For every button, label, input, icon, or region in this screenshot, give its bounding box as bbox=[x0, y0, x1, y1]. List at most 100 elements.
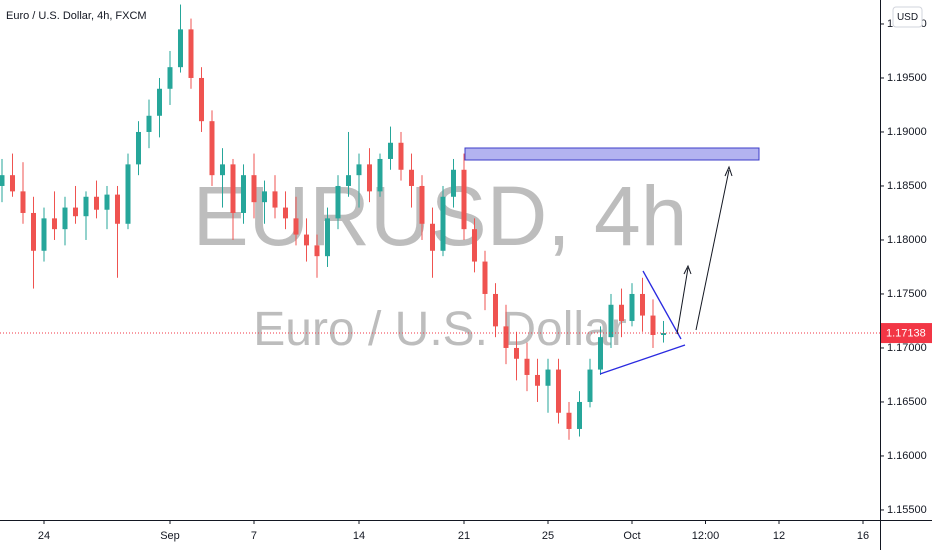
currency-button[interactable] bbox=[892, 6, 923, 28]
candle-body bbox=[51, 218, 57, 230]
candle-body bbox=[345, 175, 351, 186]
x-tick-label: 25 bbox=[542, 530, 554, 542]
x-tick-label: Sep bbox=[160, 530, 180, 542]
candle-body bbox=[471, 229, 477, 262]
candle-body bbox=[0, 175, 5, 186]
candle-body bbox=[282, 207, 288, 219]
candle-body bbox=[597, 337, 603, 370]
candle-body bbox=[209, 121, 215, 176]
y-tick-label: 1.18000 bbox=[887, 234, 927, 246]
candle-body bbox=[387, 142, 393, 159]
y-tick-label: 1.16000 bbox=[887, 450, 927, 462]
time-axis-bg bbox=[0, 520, 932, 550]
candle-body bbox=[356, 164, 362, 176]
candle-body bbox=[104, 194, 110, 210]
x-tick-label: 14 bbox=[353, 530, 365, 542]
candle-body bbox=[429, 223, 435, 251]
candle-body bbox=[408, 169, 414, 186]
candle-body bbox=[72, 207, 78, 217]
candle-body bbox=[240, 175, 246, 213]
candle-body bbox=[261, 191, 267, 203]
candle-body bbox=[114, 194, 120, 224]
candle-body bbox=[198, 77, 204, 122]
candle-body bbox=[293, 218, 299, 235]
candle-body bbox=[377, 158, 383, 192]
candle-body bbox=[618, 304, 624, 321]
candle-body bbox=[366, 164, 372, 192]
resistance-zone bbox=[464, 147, 760, 161]
candle-body bbox=[314, 245, 320, 257]
candle-body bbox=[398, 142, 404, 170]
candles bbox=[0, 4, 880, 440]
candle-body bbox=[230, 164, 236, 213]
candle-body bbox=[125, 164, 131, 224]
candle-body bbox=[83, 196, 89, 217]
candle-body bbox=[177, 29, 183, 68]
candle-body bbox=[492, 293, 498, 327]
candle-body bbox=[41, 218, 47, 251]
candle-body bbox=[9, 175, 15, 192]
candle-body bbox=[503, 326, 509, 348]
candle-body bbox=[545, 369, 551, 386]
x-tick-label: Oct bbox=[623, 530, 640, 542]
x-tick-label: 7 bbox=[251, 530, 257, 542]
candle-body bbox=[629, 293, 635, 321]
y-tick-label: 1.19500 bbox=[887, 72, 927, 84]
x-tick-label: 24 bbox=[38, 530, 50, 542]
watermark-subtitle: Euro / U.S. Dollar bbox=[253, 303, 626, 356]
y-tick-label: 1.15500 bbox=[887, 504, 927, 516]
candle-body bbox=[219, 164, 225, 176]
candle-body bbox=[146, 115, 152, 132]
arrow-head bbox=[683, 264, 692, 275]
trend-line bbox=[599, 344, 686, 375]
candle-body bbox=[513, 347, 519, 359]
y-tick-label: 1.19000 bbox=[887, 126, 927, 138]
arrow bbox=[695, 169, 730, 331]
candle-body bbox=[135, 131, 141, 165]
candle-body bbox=[566, 412, 572, 429]
candle-body bbox=[62, 207, 68, 230]
candle-body bbox=[303, 234, 309, 246]
price-axis-bg bbox=[880, 0, 932, 550]
x-tick-label: 12 bbox=[773, 530, 785, 542]
chart-title: Euro / U.S. Dollar, 4h, FXCM bbox=[6, 10, 147, 22]
candle-body bbox=[93, 196, 99, 210]
candle-body bbox=[461, 169, 467, 230]
trend-line bbox=[642, 270, 682, 340]
watermark: EURUSD, 4h bbox=[193, 169, 688, 263]
candle-body bbox=[30, 212, 36, 251]
last-price-label: 1.17138 bbox=[886, 327, 926, 339]
arrow-head bbox=[724, 165, 733, 177]
candle-body bbox=[20, 191, 26, 213]
x-tick-label: 21 bbox=[458, 530, 470, 542]
candle-body bbox=[587, 369, 593, 402]
candle-body bbox=[450, 169, 456, 197]
candle-body bbox=[188, 29, 194, 78]
candle-body bbox=[440, 196, 446, 251]
candle-body bbox=[251, 175, 257, 203]
arrow bbox=[676, 267, 689, 335]
candle-body bbox=[660, 333, 666, 336]
candle-body bbox=[524, 358, 530, 375]
candle-body bbox=[324, 218, 330, 257]
candle-body bbox=[167, 67, 173, 89]
y-tick-label: 1.16500 bbox=[887, 396, 927, 408]
candle-body bbox=[482, 261, 488, 294]
candle-body bbox=[156, 88, 162, 116]
candle-body bbox=[534, 374, 540, 386]
candle-body bbox=[576, 401, 582, 429]
candle-body bbox=[639, 293, 645, 316]
candle-body bbox=[608, 304, 614, 338]
candle-body bbox=[419, 185, 425, 224]
y-tick-label: 1.17000 bbox=[887, 342, 927, 354]
y-tick-label: 1.17500 bbox=[887, 288, 927, 300]
candle-body bbox=[335, 185, 341, 219]
candle-body bbox=[272, 191, 278, 208]
currency-label: USD bbox=[897, 12, 918, 23]
candle-body bbox=[555, 369, 561, 413]
drawings bbox=[464, 147, 760, 375]
y-tick-label: 1.18500 bbox=[887, 180, 927, 192]
x-tick-label: 12:00 bbox=[692, 530, 720, 542]
